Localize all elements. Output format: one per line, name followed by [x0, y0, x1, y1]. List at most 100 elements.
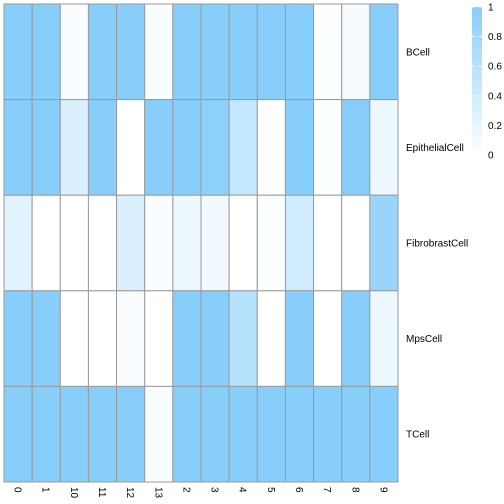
heatmap-cell-BCell-4: [228, 3, 258, 101]
heatmap-cell-EpithelialCell-1: [31, 99, 61, 196]
heatmap-cell-MpsCell-12: [116, 290, 146, 387]
heatmap-cell-FibrobrastCell-12: [116, 194, 146, 292]
heatmap-cell-EpithelialCell-4: [228, 99, 258, 196]
heatmap-cell-TCell-6: [284, 385, 315, 483]
heatmap-cell-MpsCell-0: [3, 290, 33, 387]
heatmap-cell-MpsCell-1: [31, 290, 61, 387]
heatmap-cell-TCell-10: [59, 385, 89, 483]
heatmap-cell-BCell-1: [31, 3, 61, 101]
heatmap-cell-EpithelialCell-0: [3, 99, 33, 196]
heatmap-cell-BCell-13: [144, 3, 174, 101]
column-label: 1: [40, 487, 51, 493]
heatmap-cell-EpithelialCell-7: [313, 99, 343, 196]
row-label: MpsCell: [406, 334, 442, 345]
column-label: 9: [377, 487, 388, 493]
heatmap-cell-FibrobrastCell-10: [59, 194, 89, 292]
heatmap-cell-TCell-5: [256, 385, 286, 483]
heatmap-cell-BCell-0: [3, 3, 33, 101]
column-label: 0: [12, 487, 23, 493]
heatmap-cell-EpithelialCell-5: [256, 99, 286, 196]
heatmap-cell-EpithelialCell-8: [341, 99, 371, 196]
column-label: 4: [237, 487, 248, 493]
column-label: 2: [180, 487, 191, 493]
heatmap-cell-MpsCell-9: [369, 290, 399, 387]
heatmap-cell-BCell-8: [341, 3, 371, 101]
heatmap-cell-FibrobrastCell-1: [31, 194, 61, 292]
color-legend: 0 0.2 0.4 0.6 0.8 1: [472, 3, 502, 162]
heatmap-cell-MpsCell-4: [228, 290, 258, 387]
heatmap-cell-MpsCell-2: [172, 290, 202, 387]
heatmap-cell-MpsCell-6: [284, 290, 315, 387]
heatmap-cells: [3, 3, 399, 483]
legend-tick-label: 1: [488, 3, 494, 14]
heatmap-cell-FibrobrastCell-7: [313, 194, 343, 292]
heatmap-cell-TCell-7: [313, 385, 343, 483]
heatmap-cell-MpsCell-5: [256, 290, 286, 387]
heatmap-cell-FibrobrastCell-0: [3, 194, 33, 292]
row-label: BCell: [406, 47, 430, 58]
legend-tick-label: 0: [488, 151, 494, 162]
heatmap-cell-MpsCell-11: [87, 290, 118, 387]
heatmap-cell-MpsCell-13: [144, 290, 174, 387]
heatmap-cell-BCell-12: [116, 3, 146, 101]
heatmap-cell-MpsCell-3: [200, 290, 230, 387]
heatmap-cell-FibrobrastCell-9: [369, 194, 399, 292]
heatmap-cell-EpithelialCell-11: [87, 99, 118, 196]
legend-tick-label: 0.4: [488, 91, 502, 102]
heatmap-cell-BCell-6: [284, 3, 315, 101]
column-label: 3: [209, 487, 220, 493]
heatmap-cell-MpsCell-10: [59, 290, 89, 387]
column-label: 10: [68, 487, 79, 499]
heatmap-cell-BCell-9: [369, 3, 399, 101]
heatmap-cell-TCell-9: [369, 385, 399, 483]
heatmap-cell-FibrobrastCell-13: [144, 194, 174, 292]
heatmap-cell-EpithelialCell-10: [59, 99, 89, 196]
legend-tick-label: 0.2: [488, 121, 502, 132]
column-label: 6: [293, 487, 304, 493]
heatmap-cell-TCell-13: [144, 385, 174, 483]
heatmap-cell-TCell-11: [87, 385, 118, 483]
heatmap-cell-EpithelialCell-12: [116, 99, 146, 196]
column-labels: 0 1 10 11 12 13 2 3 4 5 6 7 8 9: [12, 487, 389, 499]
legend-tick-label: 0.8: [488, 32, 502, 43]
heatmap-cell-FibrobrastCell-8: [341, 194, 371, 292]
heatmap-cell-FibrobrastCell-2: [172, 194, 202, 292]
heatmap-cell-FibrobrastCell-5: [256, 194, 286, 292]
heatmap-cell-EpithelialCell-9: [369, 99, 399, 196]
heatmap-cell-TCell-3: [200, 385, 230, 483]
row-label: EpithelialCell: [406, 143, 464, 154]
heatmap-cell-TCell-1: [31, 385, 61, 483]
heatmap-cell-TCell-8: [341, 385, 371, 483]
row-label: TCell: [406, 430, 429, 441]
heatmap-cell-EpithelialCell-6: [284, 99, 315, 196]
column-label: 5: [265, 487, 276, 493]
heatmap-cell-EpithelialCell-2: [172, 99, 202, 196]
heatmap-cell-BCell-3: [200, 3, 230, 101]
heatmap-cell-BCell-2: [172, 3, 202, 101]
heatmap-cell-MpsCell-8: [341, 290, 371, 387]
column-label: 7: [321, 487, 332, 493]
row-label: FibrobrastCell: [406, 239, 468, 250]
heatmap-cell-BCell-11: [87, 3, 118, 101]
legend-color-bar: [472, 7, 482, 155]
column-label: 12: [124, 487, 135, 499]
heatmap-cell-TCell-0: [3, 385, 33, 483]
legend-tick-label: 0.6: [488, 62, 502, 73]
heatmap-cell-BCell-5: [256, 3, 286, 101]
heatmap-cell-BCell-10: [59, 3, 89, 101]
heatmap-cell-TCell-4: [228, 385, 258, 483]
heatmap-cell-TCell-2: [172, 385, 202, 483]
heatmap-cell-FibrobrastCell-6: [284, 194, 315, 292]
heatmap-cell-BCell-7: [313, 3, 343, 101]
heatmap-cell-FibrobrastCell-3: [200, 194, 230, 292]
heatmap-cell-EpithelialCell-3: [200, 99, 230, 196]
heatmap-cell-MpsCell-7: [313, 290, 343, 387]
column-label: 8: [349, 487, 360, 493]
heatmap-cell-FibrobrastCell-4: [228, 194, 258, 292]
row-labels: BCell EpithelialCell FibrobrastCell MpsCell…: [406, 47, 468, 440]
heatmap-cell-FibrobrastCell-11: [87, 194, 118, 292]
column-label: 11: [96, 487, 107, 498]
column-label: 13: [152, 487, 163, 499]
